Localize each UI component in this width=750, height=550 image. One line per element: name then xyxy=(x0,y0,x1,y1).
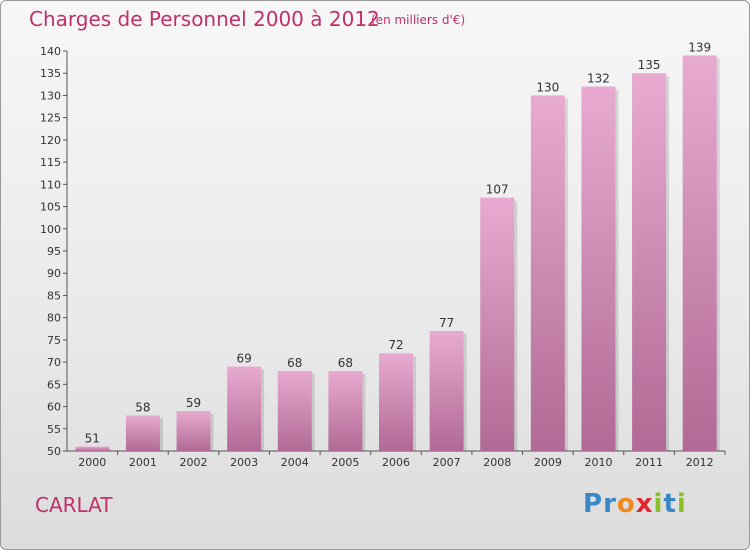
y-tick-label: 130 xyxy=(40,89,61,102)
x-tick-label-2011: 2011 xyxy=(635,456,663,469)
x-tick-label-2007: 2007 xyxy=(433,456,461,469)
x-tick-label-2003: 2003 xyxy=(230,456,258,469)
data-label-2008: 107 xyxy=(486,183,509,197)
proxiti-logo: Proxiti xyxy=(583,489,687,519)
y-tick-label: 70 xyxy=(47,356,61,369)
y-tick-label: 50 xyxy=(47,445,61,458)
bar-2004 xyxy=(277,371,312,451)
data-label-2002: 59 xyxy=(186,396,201,410)
y-tick-label: 140 xyxy=(40,45,61,58)
y-tick-label: 105 xyxy=(40,201,61,214)
bar-2011 xyxy=(632,73,667,451)
data-label-2006: 72 xyxy=(388,338,403,352)
commune-name: CARLAT xyxy=(35,493,113,517)
data-label-2012: 139 xyxy=(688,40,711,54)
x-tick-label-2009: 2009 xyxy=(534,456,562,469)
x-tick-label-2010: 2010 xyxy=(584,456,612,469)
y-tick-label: 110 xyxy=(40,178,61,191)
bar-2000 xyxy=(75,446,110,451)
data-label-2011: 135 xyxy=(638,58,661,72)
x-tick-label-2002: 2002 xyxy=(180,456,208,469)
y-tick-label: 120 xyxy=(40,134,61,147)
bar-2012 xyxy=(682,55,717,451)
data-label-2003: 69 xyxy=(237,352,252,366)
x-tick-label-2008: 2008 xyxy=(483,456,511,469)
data-label-2004: 68 xyxy=(287,356,302,370)
y-tick-label: 75 xyxy=(47,334,61,347)
y-tick-label: 90 xyxy=(47,267,61,280)
y-tick-label: 55 xyxy=(47,423,61,436)
y-tick-label: 135 xyxy=(40,67,61,80)
chart-title: Charges de Personnel 2000 à 2012 xyxy=(29,7,380,31)
bar-2008 xyxy=(480,197,515,451)
data-label-2005: 68 xyxy=(338,356,353,370)
x-tick-label-2004: 2004 xyxy=(281,456,309,469)
y-tick-label: 125 xyxy=(40,112,61,125)
data-label-2009: 130 xyxy=(536,80,559,94)
y-tick-label: 85 xyxy=(47,289,61,302)
bar-2006 xyxy=(379,353,413,451)
y-tick-label: 80 xyxy=(47,312,61,325)
x-tick-label-2001: 2001 xyxy=(129,456,157,469)
x-tick-label-2006: 2006 xyxy=(382,456,410,469)
bar-2007 xyxy=(429,331,464,451)
data-label-2001: 58 xyxy=(135,400,150,414)
x-tick-label-2000: 2000 xyxy=(78,456,106,469)
x-tick-label-2005: 2005 xyxy=(331,456,359,469)
data-label-2010: 132 xyxy=(587,72,610,86)
x-tick-label-2012: 2012 xyxy=(686,456,714,469)
bar-2009 xyxy=(530,95,565,451)
y-tick-label: 60 xyxy=(47,401,61,414)
data-label-2007: 77 xyxy=(439,316,454,330)
y-tick-label: 65 xyxy=(47,378,61,391)
chart-subtitle: (en milliers d'€) xyxy=(371,13,466,27)
bar-2005 xyxy=(328,371,363,451)
bar-2002 xyxy=(176,411,211,451)
data-label-2000: 51 xyxy=(85,432,100,446)
y-tick-label: 115 xyxy=(40,156,61,169)
y-tick-label: 95 xyxy=(47,245,61,258)
bar-2010 xyxy=(581,86,616,452)
y-tick-label: 100 xyxy=(40,223,61,236)
bar-2001 xyxy=(125,415,160,451)
bar-2003 xyxy=(227,366,262,451)
